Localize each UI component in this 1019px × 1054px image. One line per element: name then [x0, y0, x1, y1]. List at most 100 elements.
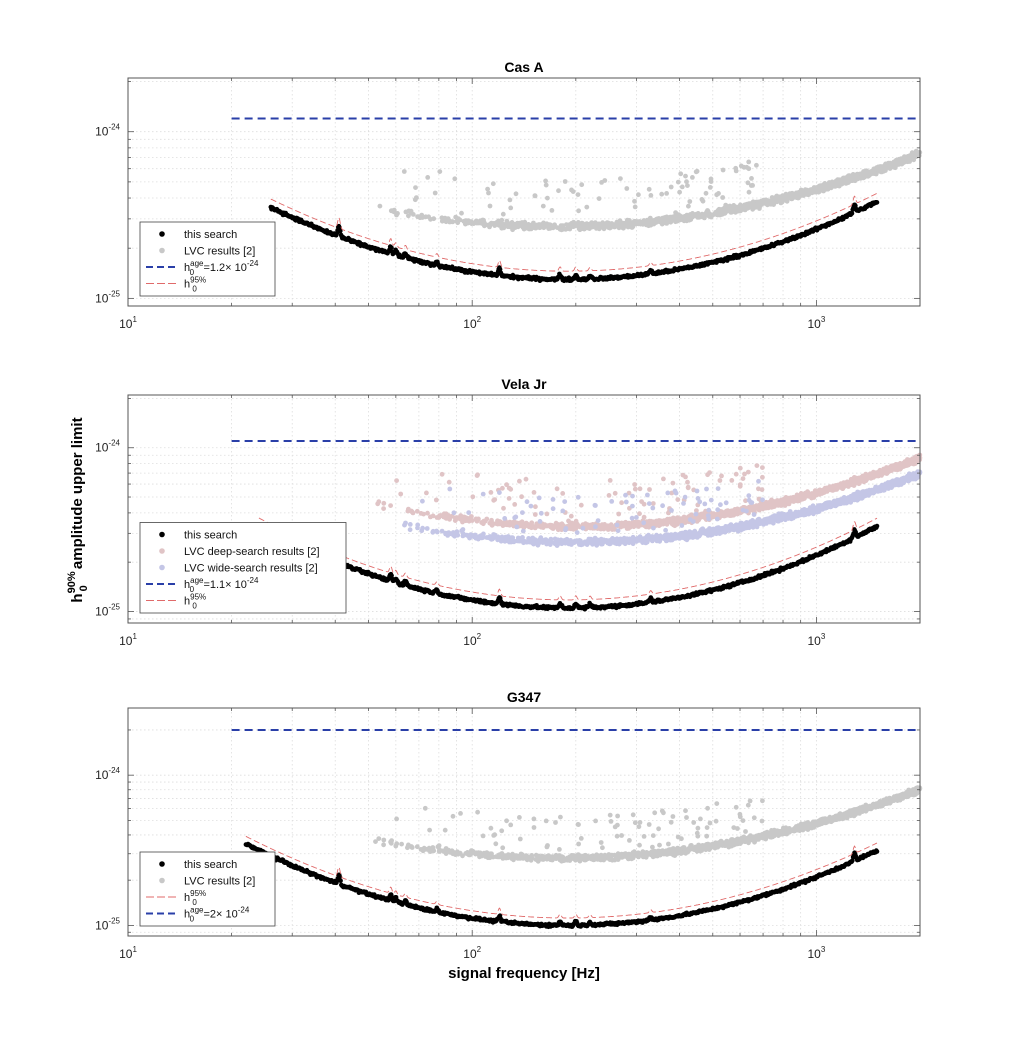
lvc-point: [579, 182, 585, 188]
lvc-point: [734, 208, 739, 214]
lvc-point: [485, 186, 490, 192]
lvc-point: [660, 503, 665, 509]
lvc-point: [728, 208, 733, 214]
lvc-point: [560, 491, 566, 496]
lvc-point: [706, 516, 712, 522]
lvc-point: [718, 502, 723, 508]
lvc-point: [469, 518, 475, 523]
lvc-point: [783, 191, 789, 197]
lvc-point: [637, 486, 643, 492]
lvc-point: [715, 486, 721, 491]
lvc-point: [451, 510, 457, 516]
lvc-point: [603, 525, 609, 531]
lvc-point: [425, 510, 430, 516]
lvc-point: [480, 521, 486, 527]
lvc-point: [545, 195, 550, 201]
legend-marker: [159, 247, 165, 254]
lvc-point: [694, 211, 699, 217]
lvc-point: [489, 521, 494, 527]
lvc-point: [737, 465, 743, 471]
lvc-point: [621, 225, 626, 231]
lvc-point: [745, 180, 751, 186]
lvc-point: [754, 503, 759, 509]
lvc-point: [549, 208, 555, 213]
lvc-point: [531, 490, 537, 495]
lvc-point: [625, 224, 631, 230]
lvc-point: [895, 465, 901, 470]
lvc-point: [474, 518, 480, 524]
lvc-point: [624, 186, 630, 191]
chart-title: Cas A: [504, 59, 543, 75]
lvc-point: [415, 522, 421, 528]
lvc-point: [756, 486, 761, 492]
lvc-point: [669, 508, 674, 513]
lvc-point: [746, 159, 752, 165]
lvc-point: [798, 491, 804, 496]
lvc-point: [543, 182, 549, 188]
lvc-point: [880, 164, 886, 170]
lvc-point: [587, 226, 592, 232]
lvc-point: [460, 533, 466, 539]
lvc-point: [665, 490, 671, 496]
lvc-point: [717, 478, 723, 483]
lvc-point: [462, 514, 467, 520]
lvc-point: [532, 512, 538, 517]
lvc-point: [679, 184, 685, 190]
lvc-point: [414, 508, 420, 514]
lvc-point: [537, 225, 542, 231]
lvc-point: [687, 199, 693, 204]
lvc-point: [504, 482, 509, 488]
lvc-point: [533, 225, 539, 231]
lvc-point: [664, 191, 669, 196]
lvc-point: [783, 495, 789, 500]
lvc-point: [634, 515, 639, 520]
lvc-point: [614, 522, 620, 528]
lvc-point: [823, 186, 829, 192]
lvc-point: [646, 186, 652, 192]
lvc-point: [593, 524, 598, 530]
lvc-point: [375, 501, 381, 507]
legend-item: h95% 0: [146, 276, 206, 294]
lvc-point: [412, 197, 418, 203]
lvc-point: [733, 168, 739, 174]
legend-item: this search: [159, 229, 237, 241]
lvc-point: [798, 187, 804, 193]
lvc-point: [737, 482, 743, 487]
lvc-point: [914, 151, 920, 157]
lvc-point: [545, 223, 551, 229]
lvc-point: [472, 532, 478, 538]
lvc-point: [401, 169, 407, 174]
lvc-point: [413, 185, 418, 191]
legend-item: hage 0 =1.2× 10-24: [146, 259, 259, 277]
lvc-point: [461, 218, 467, 224]
lvc-point: [632, 486, 638, 492]
lvc-point: [584, 204, 590, 210]
lvc-point: [690, 211, 695, 216]
lvc-point: [630, 493, 635, 499]
lvc-point: [744, 508, 749, 514]
h95-line: [270, 192, 878, 272]
lvc-point: [680, 472, 686, 478]
lvc-point: [680, 516, 685, 522]
lvc-point: [567, 226, 573, 232]
lvc-point: [577, 542, 582, 547]
lvc-point: [452, 515, 458, 521]
lvc-point: [719, 473, 724, 479]
lvc-point: [624, 523, 630, 528]
lvc-point: [715, 507, 721, 513]
lvc-point: [501, 505, 506, 511]
lvc-point: [595, 518, 601, 523]
lvc-point: [569, 220, 575, 226]
lvc-point: [609, 527, 615, 532]
lvc-point: [681, 501, 686, 506]
lvc-point: [606, 493, 612, 498]
lvc-point: [536, 495, 542, 501]
lvc-point: [760, 198, 766, 204]
lvc-point: [743, 498, 748, 504]
lvc-point: [524, 224, 529, 230]
this-search-point: [874, 200, 880, 205]
lvc-point: [502, 516, 508, 521]
lvc-point: [722, 513, 728, 519]
lvc-point: [774, 195, 780, 201]
